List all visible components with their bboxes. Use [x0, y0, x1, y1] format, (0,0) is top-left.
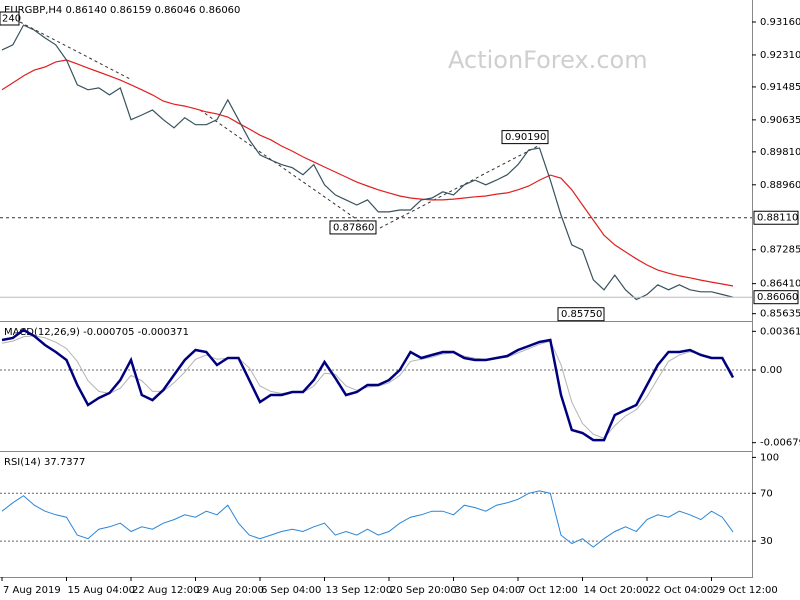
y-tick-label: 0.003616	[760, 326, 800, 337]
corner-label: 240	[2, 14, 21, 25]
symbol-title: EURGBP,H4 0.86140 0.86159 0.86046 0.8606…	[4, 5, 240, 16]
current-price-label-box	[753, 290, 799, 305]
series-line	[1, 328, 735, 442]
x-tick-label: 22 Aug 12:00	[132, 585, 199, 596]
level-label: 0.88110	[757, 213, 798, 224]
x-tick-label: 7 Oct 12:00	[519, 585, 578, 596]
y-tick-label: 0.86410	[760, 279, 800, 290]
current-price-label: 0.86060	[757, 292, 798, 303]
x-tick-label: 30 Sep 04:00	[455, 585, 522, 596]
y-tick-label: 70	[760, 488, 773, 499]
x-tick-label: 22 Oct 04:00	[648, 585, 713, 596]
y-tick-label: 0.91485	[760, 82, 800, 93]
y-tick-label: 0.87285	[760, 245, 800, 256]
x-tick-label: 29 Aug 20:00	[197, 585, 264, 596]
x-tick-label: 14 Oct 20:00	[584, 585, 649, 596]
series-line	[1, 335, 734, 439]
y-tick-label: 0.90635	[760, 115, 800, 126]
price-annotation: 0.90190	[505, 132, 546, 143]
y-tick-label: 0.88960	[760, 180, 800, 191]
x-tick-label: 29 Oct 12:00	[713, 585, 778, 596]
watermark: ActionForex.com	[448, 46, 648, 74]
x-tick-label: 7 Aug 2019	[3, 585, 61, 596]
x-tick-label: 13 Sep 12:00	[326, 585, 393, 596]
price-annotation: 0.87860	[333, 222, 374, 233]
level-label-box	[753, 210, 799, 225]
macd-title: MACD(12,26,9) -0.000705 -0.000371	[4, 327, 189, 338]
y-tick-label: 0.00	[760, 365, 782, 376]
y-tick-label: 0.92310	[760, 50, 800, 61]
background	[0, 0, 753, 600]
corner-label-box	[0, 11, 20, 26]
x-tick-label: 6 Sep 04:00	[261, 585, 321, 596]
trend-line	[19, 21, 541, 231]
x-tick-label: 20 Sep 20:00	[390, 585, 457, 596]
series-line	[1, 24, 734, 301]
series-line	[1, 59, 734, 287]
y-tick-label: 0.93160	[760, 17, 800, 28]
series-line	[1, 490, 734, 548]
rsi-title: RSI(14) 37.7377	[4, 457, 85, 468]
price-annotation-box	[557, 307, 605, 322]
y-tick-label: 0.89810	[760, 147, 800, 158]
y-tick-label: 30	[760, 536, 773, 547]
price-annotation: 0.85750	[561, 309, 602, 320]
price-annotation-box	[329, 220, 377, 235]
price-annotation-box	[501, 130, 549, 145]
y-tick-label: 100	[760, 452, 779, 463]
x-tick-label: 15 Aug 04:00	[68, 585, 135, 596]
y-tick-label: -0.006793	[760, 438, 800, 449]
y-tick-label: 0.85635	[760, 309, 800, 320]
